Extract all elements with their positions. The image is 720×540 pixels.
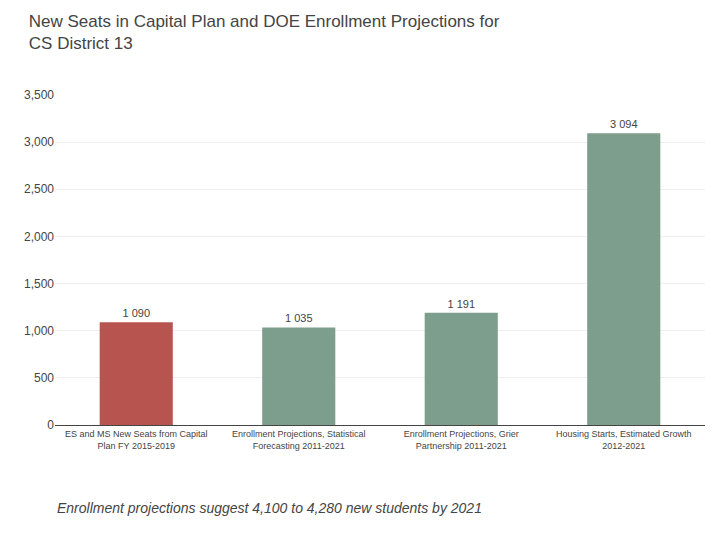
svg-text:1 191: 1 191 bbox=[447, 298, 475, 310]
svg-text:500: 500 bbox=[34, 371, 54, 385]
svg-text:Enrollment Projections, GrierP: Enrollment Projections, GrierPartnership… bbox=[404, 429, 519, 451]
svg-text:1 035: 1 035 bbox=[285, 312, 313, 324]
svg-text:3,500: 3,500 bbox=[24, 88, 54, 102]
svg-text:1 090: 1 090 bbox=[122, 307, 150, 319]
svg-text:Enrollment Projections, Statis: Enrollment Projections, StatisticalForec… bbox=[232, 429, 366, 451]
svg-text:Enrollment projections suggest: Enrollment projections suggest 4,100 to … bbox=[57, 500, 482, 516]
svg-text:0: 0 bbox=[47, 418, 54, 432]
svg-text:2,000: 2,000 bbox=[24, 230, 54, 244]
svg-text:1,500: 1,500 bbox=[24, 277, 54, 291]
svg-text:3 094: 3 094 bbox=[610, 118, 638, 130]
svg-text:2,500: 2,500 bbox=[24, 182, 54, 196]
svg-text:ES and MS New Seats from Capit: ES and MS New Seats from CapitalPlan FY … bbox=[65, 429, 208, 451]
svg-text:Housing Starts, Estimated Grow: Housing Starts, Estimated Growth2012-202… bbox=[556, 429, 692, 451]
svg-text:1,000: 1,000 bbox=[24, 324, 54, 338]
svg-text:New Seats in Capital Plan and: New Seats in Capital Plan and DOE Enroll… bbox=[29, 12, 500, 53]
svg-text:3,000: 3,000 bbox=[24, 135, 54, 149]
